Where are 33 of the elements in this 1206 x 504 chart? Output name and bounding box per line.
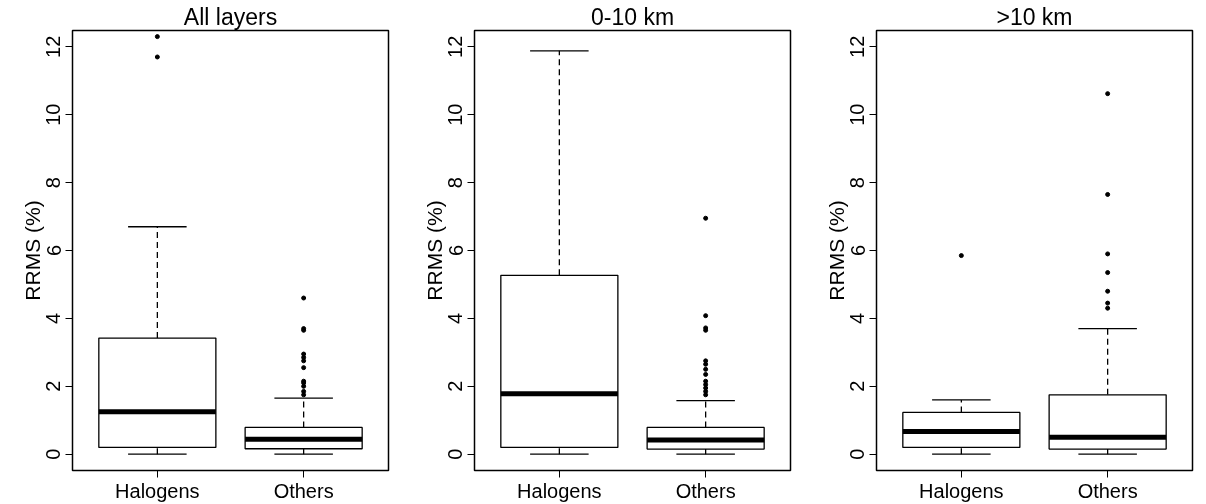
y-tick-label: 4 (846, 312, 869, 324)
y-axis-title: RRMS (%) (824, 200, 848, 301)
y-axis-title: RRMS (%) (422, 200, 446, 301)
chart-title: All layers (183, 3, 278, 30)
x-tick-label: Others (1077, 479, 1138, 502)
x-tick-label: Halogens (517, 479, 602, 502)
y-tick-label: 8 (846, 177, 869, 189)
y-tick-label: 6 (42, 244, 65, 257)
x-tick-label: Halogens (919, 479, 1004, 502)
chart-title: 0-10 km (590, 3, 675, 30)
chart-title: >10 km (996, 3, 1073, 30)
y-tick-label: 2 (42, 380, 65, 392)
y-tick-label: 6 (444, 244, 467, 257)
y-tick-label: 2 (444, 380, 467, 392)
y-tick-label: 12 (846, 35, 869, 58)
y-tick-label: 10 (42, 103, 65, 126)
y-tick-label: 2 (846, 380, 869, 392)
y-tick-label: 4 (42, 312, 65, 324)
y-tick-label: 8 (42, 177, 65, 189)
x-tick-label: Others (273, 479, 334, 502)
x-tick-label: Others (675, 479, 736, 502)
y-tick-label: 6 (846, 244, 869, 257)
y-tick-label: 12 (444, 35, 467, 58)
y-tick-label: 10 (444, 103, 467, 126)
y-tick-label: 0 (846, 448, 869, 460)
y-tick-label: 4 (444, 312, 467, 324)
y-tick-label: 12 (42, 35, 65, 58)
y-tick-label: 0 (42, 448, 65, 460)
y-tick-label: 8 (444, 177, 467, 189)
x-tick-label: Halogens (115, 479, 200, 502)
y-tick-label: 0 (444, 448, 467, 460)
y-tick-label: 10 (846, 103, 869, 126)
y-axis-title: RRMS (%) (20, 200, 44, 301)
